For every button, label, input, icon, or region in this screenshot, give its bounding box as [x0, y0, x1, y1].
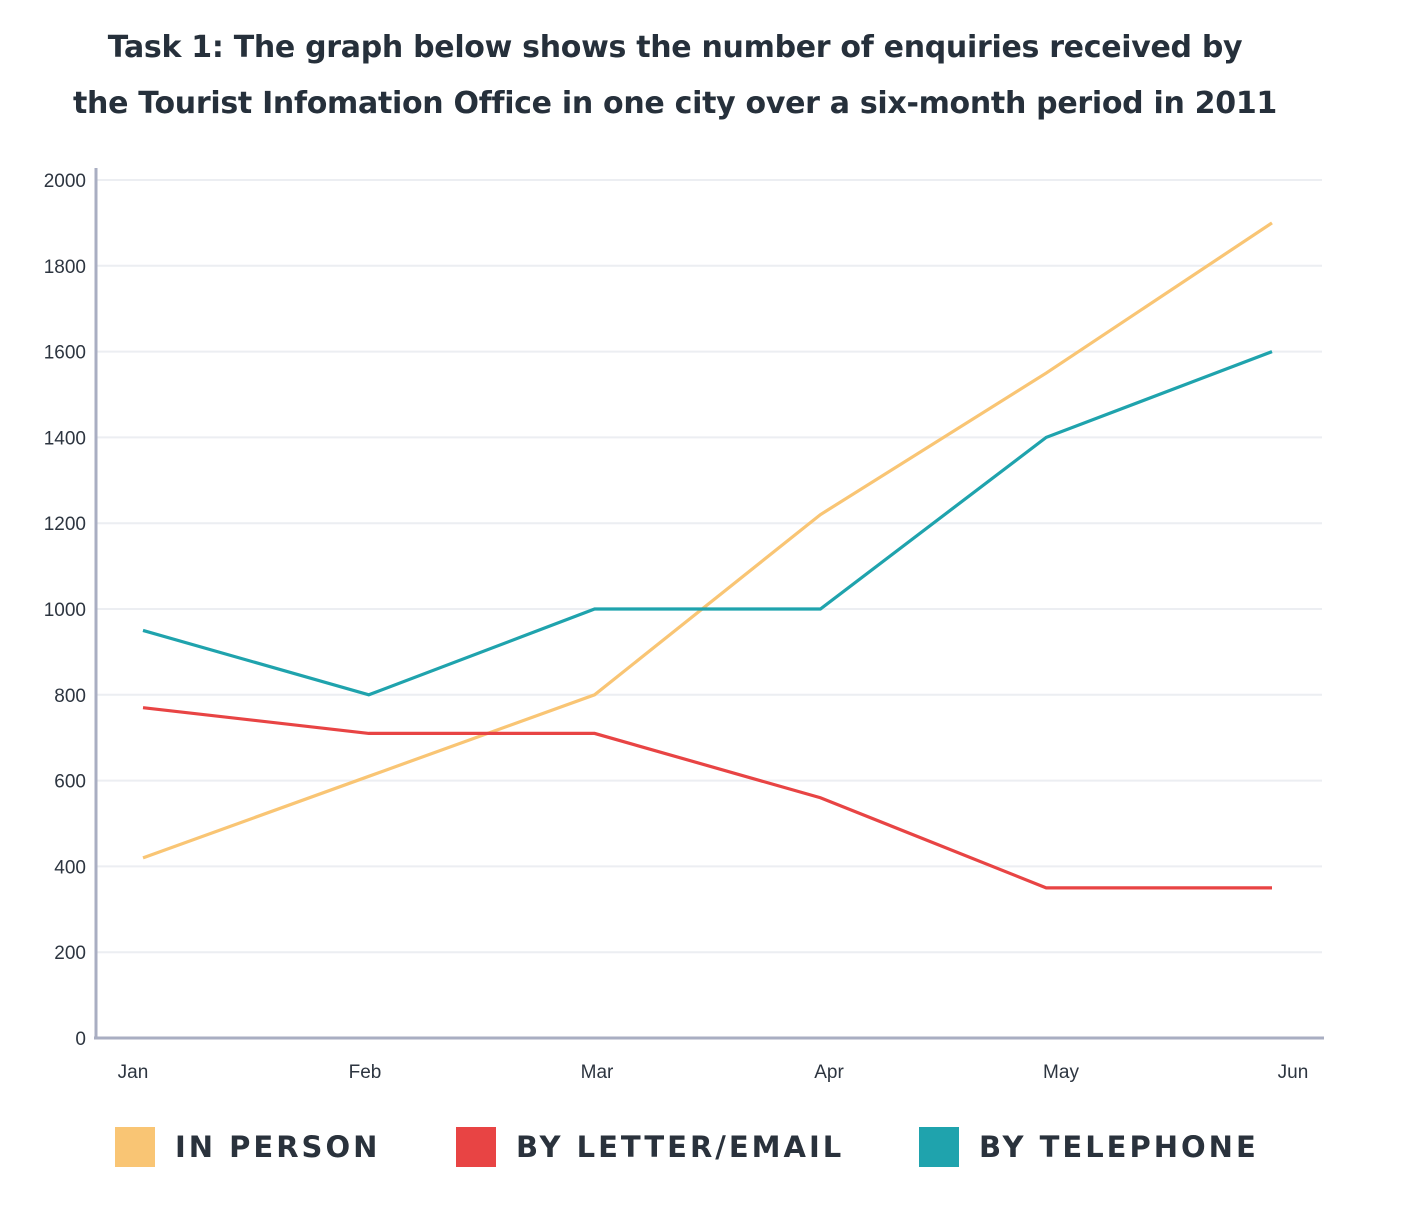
- x-tick-label-may: May: [1043, 1062, 1079, 1083]
- line-chart: 0 200 400 600 800 1000 1200 1400 1600 1800 2000 Ja…: [44, 168, 1324, 1083]
- series-line-by-telephone: [142, 350, 1273, 697]
- y-tick-label-200: 200: [54, 943, 86, 964]
- y-tick-label-800: 800: [54, 686, 86, 707]
- legend-label-by-telephone: BY TELEPHONE: [979, 1130, 1259, 1164]
- y-tick-label-1400: 1400: [44, 428, 86, 449]
- legend-label-in-person: IN PERSON: [175, 1130, 381, 1164]
- chart-title-line-1: Task 1: The graph below shows the number…: [107, 30, 1243, 65]
- y-tick-label-400: 400: [54, 857, 86, 878]
- y-tick-label-600: 600: [54, 772, 86, 793]
- y-tick-label-1600: 1600: [44, 343, 86, 364]
- x-tick-label-apr: Apr: [814, 1062, 844, 1083]
- series-line-by-letter-email: [142, 706, 1272, 890]
- gridlines: [96, 179, 1322, 954]
- y-tick-label-2000: 2000: [44, 171, 86, 192]
- chart-title: Task 1: The graph below shows the number…: [0, 20, 1350, 132]
- series-lines: [142, 221, 1273, 890]
- x-tick-label-mar: Mar: [581, 1062, 614, 1083]
- x-axis-ticks: Jan Feb Mar Apr May Jun: [118, 1062, 1309, 1083]
- y-tick-label-1000: 1000: [44, 600, 86, 621]
- legend: IN PERSON BY LETTER/EMAIL BY TELEPHONE: [0, 1126, 1403, 1172]
- legend-item-by-telephone: BY TELEPHONE: [919, 1126, 1259, 1168]
- y-tick-label-1800: 1800: [44, 257, 86, 278]
- axes: [94, 168, 1324, 1040]
- y-tick-label-1200: 1200: [44, 514, 86, 535]
- y-axis-ticks: 0 200 400 600 800 1000 1200 1400 1600 1800 2000: [44, 171, 86, 1050]
- series-line-in-person: [142, 221, 1273, 860]
- x-tick-label-jan: Jan: [118, 1062, 149, 1083]
- x-tick-label-feb: Feb: [349, 1062, 382, 1083]
- legend-item-in-person: IN PERSON: [115, 1126, 380, 1168]
- legend-swatch-by-letter-email: [456, 1127, 496, 1167]
- legend-swatch-by-telephone: [919, 1127, 959, 1167]
- legend-label-by-letter-email: BY LETTER/EMAIL: [516, 1130, 845, 1164]
- x-tick-label-jun: Jun: [1278, 1062, 1309, 1083]
- y-tick-label-0: 0: [75, 1029, 86, 1050]
- chart-title-line-2: the Tourist Infomation Office in one cit…: [73, 86, 1277, 121]
- legend-item-by-letter-email: BY LETTER/EMAIL: [456, 1126, 844, 1168]
- legend-swatch-in-person: [115, 1127, 155, 1167]
